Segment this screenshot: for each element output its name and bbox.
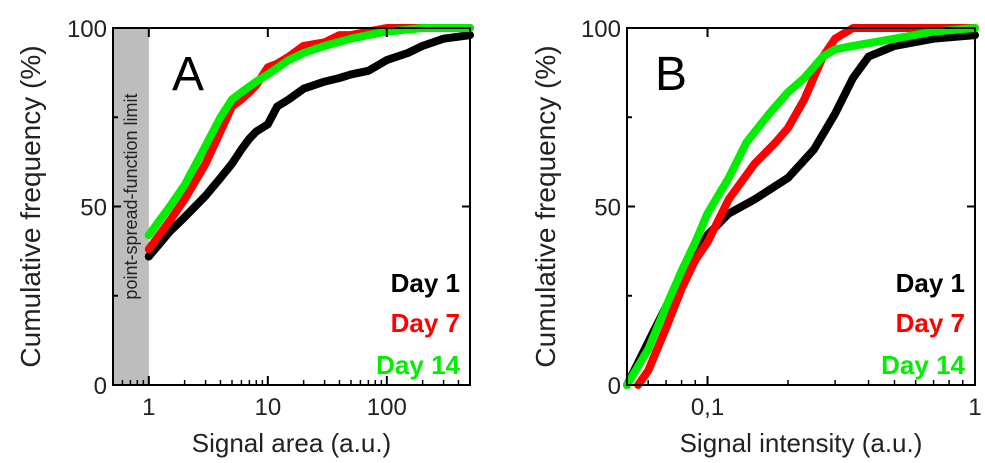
legend-entry-day-14: Day 14 [376,350,460,380]
panel-a-ticks: 0 50 100 1 10 100 [67,16,470,421]
panel-a-label: A [172,48,204,101]
panel-b-ticks: 0 50 100 0,1 1 [581,16,982,421]
series-line-day-14 [144,24,474,240]
x-tick-label: 10 [254,394,281,421]
x-tick-label: 1 [142,394,155,421]
panel-a-y-axis-label: Cumulative frequency (%) [15,45,46,367]
y-tick-label: 0 [608,373,621,400]
legend-entry-day-14: Day 14 [881,350,965,380]
series-line-day-7 [634,24,979,389]
legend-entry-day-1: Day 1 [896,268,965,298]
panel-b-series [623,24,979,389]
psf-limit-label: point-spread-function limit [121,93,141,299]
panel-b: 0 50 100 0,1 1 B Signal intensity (a.u.) Cum… [530,16,982,458]
panel-a-x-axis-label: Signal area (a.u.) [192,428,391,458]
panel-b-x-axis-label: Signal intensity (a.u.) [680,428,923,458]
series-line-day-1 [144,31,474,261]
y-tick-label: 100 [581,16,621,43]
x-tick-label: 100 [367,394,407,421]
series-line-day-14 [623,24,979,389]
panel-a-series [144,24,474,261]
y-tick-label: 50 [594,195,621,222]
panel-b-y-axis-label: Cumulative frequency (%) [530,45,561,367]
panel-a-legend: Day 1 Day 7 Day 14 [376,268,460,380]
x-tick-label: 1 [968,394,981,421]
y-tick-label: 50 [80,195,107,222]
y-tick-label: 0 [94,373,107,400]
panel-a: point-spread-function limit 0 50 100 1 10 100… [15,16,474,458]
x-tick-label: 0,1 [691,394,724,421]
y-tick-label: 100 [67,16,107,43]
legend-entry-day-1: Day 1 [391,268,460,298]
legend-entry-day-7: Day 7 [896,308,965,338]
panel-b-label: B [655,48,687,101]
legend-entry-day-7: Day 7 [391,308,460,338]
panel-b-legend: Day 1 Day 7 Day 14 [881,268,965,380]
